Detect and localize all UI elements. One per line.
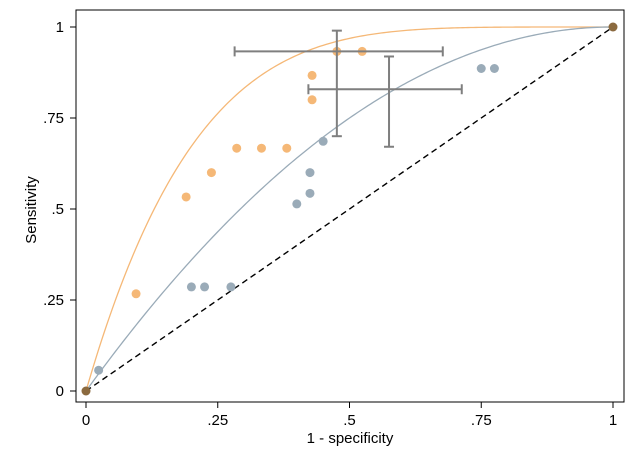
y-axis-title: Sensitivity — [23, 176, 40, 244]
reference-line — [85, 26, 614, 392]
x-tick-label: .25 — [207, 412, 228, 429]
x-tick-label: .75 — [471, 412, 492, 429]
y-tick-label: 0 — [56, 383, 64, 400]
data-point — [282, 143, 292, 153]
x-axis-title: 1 - specificity — [307, 430, 394, 447]
data-point — [131, 289, 141, 299]
data-point — [476, 63, 486, 73]
x-tick-label: 1 — [609, 412, 617, 429]
endpoint-marker — [81, 386, 91, 396]
data-point — [186, 282, 196, 292]
y-tick-label: .25 — [43, 292, 64, 309]
plot-frame — [75, 9, 625, 403]
data-point — [489, 63, 499, 73]
data-point — [305, 188, 315, 198]
endpoint-marker — [608, 22, 618, 32]
x-tick-label: .5 — [343, 412, 356, 429]
data-point — [256, 143, 266, 153]
data-point — [94, 365, 104, 375]
data-point — [318, 136, 328, 146]
y-tick-label: .75 — [43, 110, 64, 127]
fitted-curve — [85, 26, 614, 392]
data-point — [226, 282, 236, 292]
chart-marks — [81, 22, 618, 396]
y-tick-label: 1 — [56, 19, 64, 36]
data-point — [307, 95, 317, 105]
fitted-curve — [85, 26, 613, 392]
data-point — [181, 192, 191, 202]
data-point — [200, 282, 210, 292]
data-point — [232, 143, 242, 153]
y-tick-label: .5 — [51, 201, 64, 218]
data-point — [292, 199, 302, 209]
x-tick-label: 0 — [82, 412, 90, 429]
data-point — [206, 168, 216, 178]
data-point — [307, 70, 317, 80]
axis-ticks: 0 .25 .5 .75 1 0 .25 .5 .75 1 — [43, 19, 617, 429]
data-point — [305, 168, 315, 178]
